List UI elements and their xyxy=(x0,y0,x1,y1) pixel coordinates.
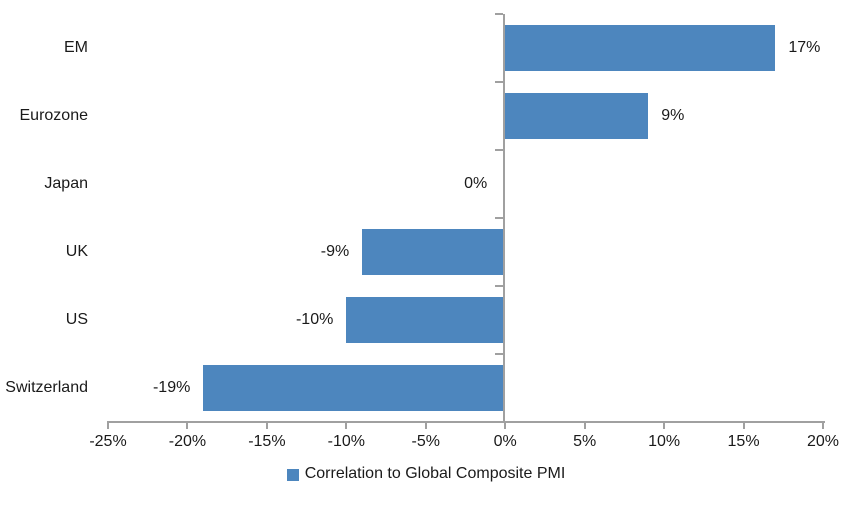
x-axis-tick xyxy=(583,421,586,429)
x-axis-tick-label: 20% xyxy=(806,433,840,450)
category-label-us: US xyxy=(65,311,88,328)
category-axis-line xyxy=(503,14,506,422)
x-axis-tick-label: -10% xyxy=(327,433,365,450)
bar-uk xyxy=(362,229,504,275)
category-label-eurozone: Eurozone xyxy=(19,107,89,124)
category-axis-tick xyxy=(495,149,504,151)
category-label-japan: Japan xyxy=(44,175,88,192)
legend: Correlation to Global Composite PMI xyxy=(0,465,852,483)
x-axis-tick xyxy=(742,421,745,429)
x-axis-tick xyxy=(107,421,109,429)
x-axis-tick-label: -15% xyxy=(248,433,286,450)
value-label-japan: 0% xyxy=(464,175,488,192)
x-axis-tick xyxy=(504,421,507,429)
category-axis-tick xyxy=(495,285,504,287)
bar-switzerland xyxy=(203,365,504,411)
x-axis-tick xyxy=(424,421,427,429)
value-label-eurozone: 9% xyxy=(661,107,685,124)
x-axis-tick-label: -5% xyxy=(411,433,440,450)
x-axis-tick-label: -20% xyxy=(168,433,207,450)
bar-em xyxy=(503,25,776,71)
x-axis-tick xyxy=(822,421,824,429)
x-axis-tick-label: 5% xyxy=(573,433,597,450)
x-axis-tick xyxy=(345,421,348,429)
value-label-us: -10% xyxy=(295,311,334,328)
bar-us xyxy=(346,297,504,343)
category-label-uk: UK xyxy=(65,243,88,260)
category-label-switzerland: Switzerland xyxy=(5,379,88,396)
value-label-switzerland: -19% xyxy=(152,379,191,396)
bar-eurozone xyxy=(503,93,649,139)
category-axis-tick xyxy=(495,13,504,15)
category-axis-tick xyxy=(495,217,504,219)
x-axis-line xyxy=(108,421,825,423)
category-axis-tick xyxy=(495,81,504,83)
x-axis-tick xyxy=(663,421,666,429)
x-axis-tick-label: 0% xyxy=(493,433,517,450)
category-axis-tick xyxy=(495,353,504,355)
category-label-em: EM xyxy=(64,39,88,56)
x-axis-tick-label: 15% xyxy=(727,433,760,450)
x-axis-tick xyxy=(186,421,189,429)
x-axis-tick-label: -25% xyxy=(89,433,127,450)
legend-label: Correlation to Global Composite PMI xyxy=(304,465,566,482)
x-axis-tick xyxy=(265,421,268,429)
value-label-em: 17% xyxy=(788,39,821,56)
x-axis-tick-label: 10% xyxy=(648,433,681,450)
legend-swatch-icon xyxy=(286,468,299,481)
value-label-uk: -9% xyxy=(320,243,350,260)
